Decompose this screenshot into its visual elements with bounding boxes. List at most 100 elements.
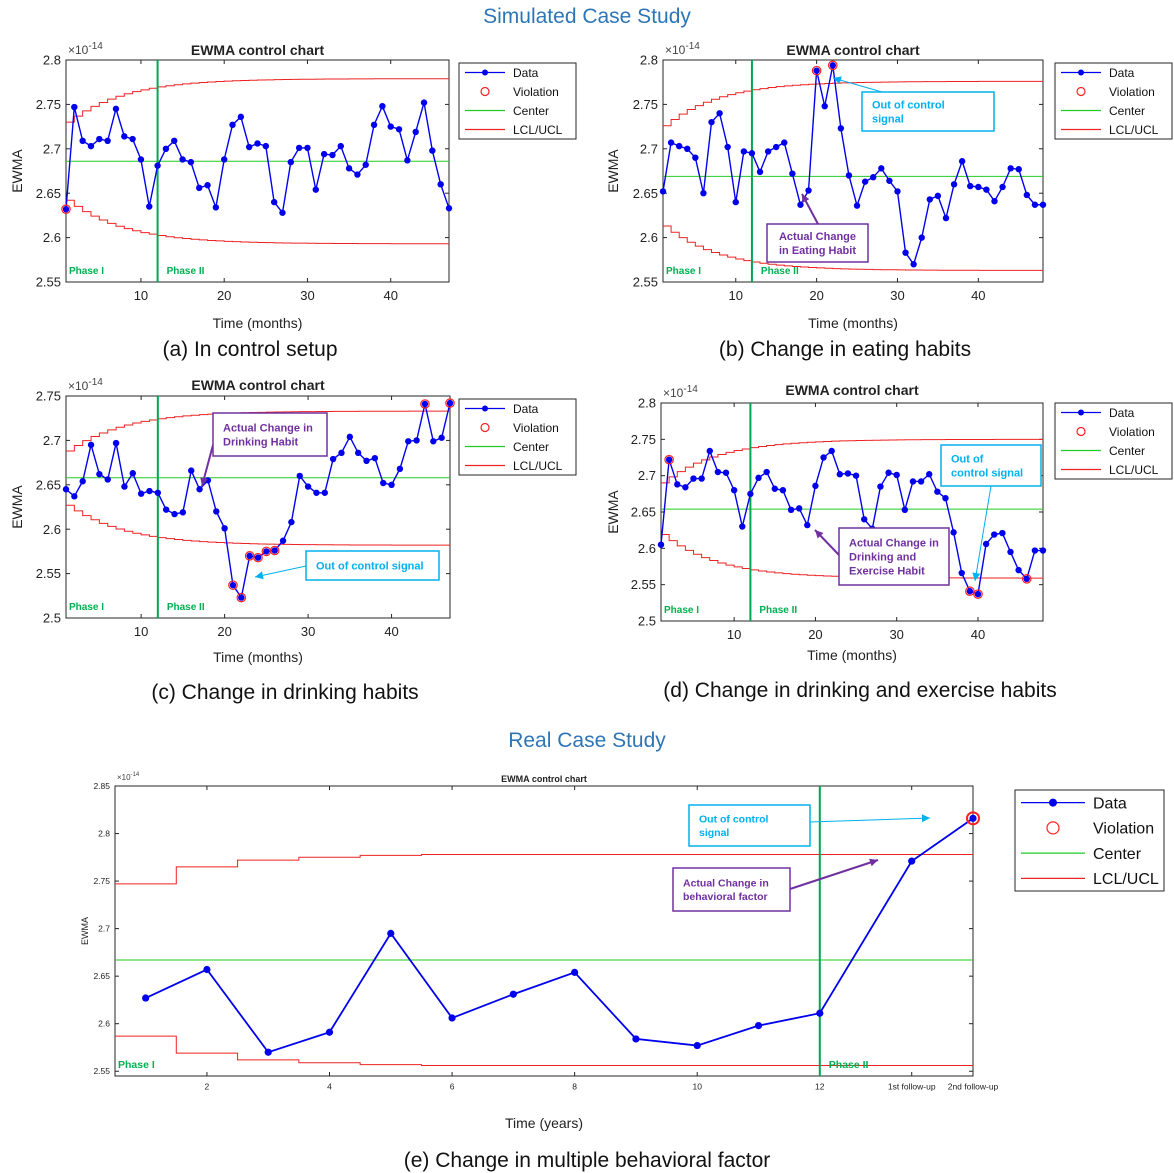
legend-label: Center — [1109, 444, 1145, 458]
y-tick-label: 2.65 — [36, 477, 61, 492]
chart-caption: (a) In control setup — [162, 338, 337, 361]
data-point — [262, 142, 270, 150]
violation-marker — [236, 592, 247, 603]
data-point — [991, 197, 998, 205]
data-point — [1039, 201, 1047, 208]
phase-2-label: Phase II — [167, 602, 205, 613]
y-axis-label: EWMA — [605, 490, 621, 534]
callout-text: signal — [872, 113, 904, 125]
data-point — [387, 123, 394, 130]
data-point — [991, 531, 998, 538]
data-point — [346, 433, 354, 441]
x-tick-label: 10 — [729, 288, 743, 303]
data-point — [969, 814, 977, 822]
violation-marker — [445, 398, 455, 408]
data-point — [337, 142, 344, 150]
data-point — [137, 490, 145, 497]
legend-label: Center — [1093, 846, 1142, 863]
y-axis-label: EWMA — [9, 485, 25, 529]
data-point — [1031, 201, 1039, 208]
y-tick-label: 2.75 — [36, 97, 61, 112]
legend-label: Center — [1109, 104, 1145, 118]
exponent-label: ×10-14 — [665, 41, 700, 57]
data-point — [162, 145, 170, 152]
data-point — [212, 204, 220, 211]
legend-violation-marker — [480, 422, 490, 433]
data-point — [295, 144, 303, 152]
data-point — [716, 110, 723, 117]
data-point — [338, 449, 345, 457]
callout-text: Out of control signal — [316, 560, 424, 572]
chart-title: EWMA control chart — [191, 42, 325, 58]
y-tick-label: 2.65 — [633, 186, 658, 201]
x-tick-label: 20 — [217, 288, 231, 303]
phase-2-label: Phase II — [167, 266, 205, 277]
data-point — [950, 181, 958, 188]
data-point — [852, 472, 860, 479]
legend-label: Violation — [1109, 85, 1155, 99]
data-point — [805, 187, 812, 194]
data-point — [764, 148, 772, 155]
data-point — [1023, 575, 1030, 583]
legend-box — [458, 62, 577, 140]
data-point — [287, 158, 295, 166]
legend-box — [458, 398, 577, 476]
data-point — [667, 139, 675, 146]
data-point — [313, 489, 320, 496]
data-point — [877, 483, 884, 490]
data-point — [845, 172, 853, 179]
data-point — [958, 569, 965, 577]
data-point — [659, 188, 667, 195]
data-point — [71, 493, 78, 500]
legend-violation-marker — [480, 86, 490, 97]
x-tick-label: 10 — [727, 627, 741, 642]
data-point — [771, 485, 778, 492]
data-point — [413, 437, 420, 444]
data-point — [254, 140, 261, 147]
data-point — [820, 454, 827, 461]
data-point — [690, 475, 697, 482]
data-point — [730, 487, 738, 494]
x-tick-label: 1st follow-up — [888, 1082, 936, 1092]
y-tick-label: 2.6 — [43, 230, 61, 245]
data-point — [296, 472, 303, 480]
data-point — [387, 929, 395, 937]
violation-marker — [420, 399, 430, 409]
data-point — [179, 156, 186, 163]
data-point — [1023, 191, 1031, 199]
violation-marker — [973, 589, 983, 599]
data-point — [999, 183, 1006, 191]
callout-arrowhead — [972, 572, 981, 581]
y-tick-label: 2.65 — [93, 971, 110, 981]
data-point — [885, 469, 892, 476]
legend-box — [1014, 789, 1165, 892]
violation-marker — [228, 580, 238, 590]
data-point — [975, 183, 982, 191]
data-point — [171, 137, 178, 145]
exponent-label: ×10-14 — [117, 772, 140, 782]
callout-arrowhead — [815, 530, 824, 539]
data-point — [354, 449, 362, 457]
callout-text: signal — [699, 827, 729, 839]
out-of-control-callout: Out of control signal — [688, 804, 931, 847]
data-point — [1015, 166, 1022, 173]
callout-text: in Eating Habit — [779, 245, 856, 257]
data-point — [886, 177, 893, 184]
legend-label: Violation — [513, 85, 559, 99]
data-point — [909, 478, 917, 485]
data-point — [878, 165, 885, 172]
data-point — [438, 434, 445, 441]
y-tick-label: 2.75 — [631, 432, 656, 447]
data-point — [999, 529, 1006, 537]
callout-arrowhead — [255, 571, 264, 580]
data-point — [974, 590, 982, 598]
data-point — [1015, 566, 1022, 574]
data-point — [684, 145, 691, 152]
plot-area — [65, 59, 450, 283]
data-point — [203, 965, 211, 974]
data-point — [171, 510, 178, 518]
data-point — [837, 125, 845, 132]
x-tick-label: 40 — [971, 288, 985, 303]
data-point — [739, 523, 746, 530]
callout-arrow — [254, 565, 307, 578]
